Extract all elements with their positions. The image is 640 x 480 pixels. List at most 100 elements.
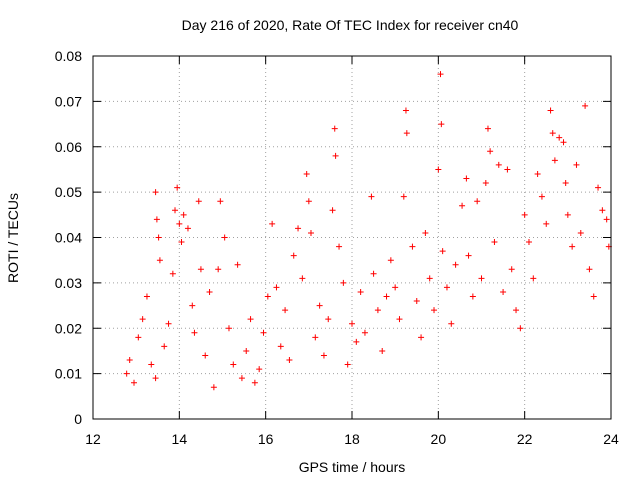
data-point <box>238 375 245 382</box>
data-point <box>387 257 394 264</box>
y-tick-label: 0.05 <box>55 184 82 200</box>
data-point <box>174 184 181 191</box>
data-point <box>573 161 580 168</box>
data-point <box>549 130 556 137</box>
data-point <box>439 248 446 255</box>
data-point <box>530 275 537 282</box>
data-point <box>504 166 511 173</box>
data-point <box>586 266 593 273</box>
data-point <box>340 279 347 286</box>
x-tick-label: 22 <box>517 431 533 447</box>
data-point <box>277 343 284 350</box>
data-point <box>234 261 241 268</box>
data-point <box>418 334 425 341</box>
x-tick-labels: 12 14 16 18 20 22 24 <box>85 431 619 447</box>
data-point <box>273 284 280 291</box>
data-point <box>247 316 254 323</box>
data-point <box>215 266 222 273</box>
data-point <box>299 275 306 282</box>
data-point <box>556 134 563 141</box>
data-point <box>422 229 429 236</box>
data-point <box>126 357 133 364</box>
data-point <box>282 307 289 314</box>
data-point <box>184 225 191 232</box>
y-axis-label: ROTI / TECUs <box>5 193 21 283</box>
data-point <box>251 379 258 386</box>
data-point <box>452 261 459 268</box>
data-point <box>495 161 502 168</box>
plot-border <box>92 55 612 420</box>
data-point <box>295 225 302 232</box>
x-tick-label: 24 <box>603 431 619 447</box>
data-point <box>217 198 224 205</box>
data-point <box>169 270 176 277</box>
data-point <box>325 316 332 323</box>
x-tick-label: 18 <box>344 431 360 447</box>
y-tick-labels: 0 0.01 0.02 0.03 0.04 0.05 0.06 0.07 0.08 <box>55 48 82 427</box>
data-point <box>336 243 343 250</box>
data-point <box>400 193 407 200</box>
data-point <box>474 198 481 205</box>
data-point <box>264 293 271 300</box>
data-point <box>392 284 399 291</box>
axis-ticks <box>92 55 612 420</box>
data-point <box>286 357 293 364</box>
data-point <box>221 234 228 241</box>
data-point <box>202 352 209 359</box>
data-point <box>459 202 466 209</box>
data-point <box>172 207 179 214</box>
data-point <box>290 252 297 259</box>
data-point <box>178 239 185 246</box>
data-point <box>543 220 550 227</box>
data-point <box>448 320 455 327</box>
x-tick-label: 12 <box>85 431 101 447</box>
data-point <box>508 266 515 273</box>
data-point <box>500 288 507 295</box>
data-point <box>438 121 445 128</box>
data-point <box>303 170 310 177</box>
data-point <box>206 288 213 295</box>
data-point <box>465 252 472 259</box>
data-point <box>368 193 375 200</box>
data-point <box>413 298 420 305</box>
data-point <box>332 152 339 159</box>
data-point <box>353 338 360 345</box>
data-point <box>431 307 438 314</box>
y-tick-label: 0.06 <box>55 139 82 155</box>
data-point <box>590 293 597 300</box>
data-point <box>513 307 520 314</box>
data-point <box>176 220 183 227</box>
data-point <box>564 211 571 218</box>
data-point <box>189 302 196 309</box>
data-point <box>463 175 470 182</box>
data-point <box>379 347 386 354</box>
data-point <box>357 288 364 295</box>
data-point <box>165 320 172 327</box>
data-point <box>562 180 569 187</box>
data-point <box>560 139 567 146</box>
data-point <box>534 170 541 177</box>
data-point <box>603 216 610 223</box>
data-point <box>155 234 162 241</box>
data-point <box>443 284 450 291</box>
y-tick-label: 0.02 <box>55 320 82 336</box>
data-point <box>152 189 159 196</box>
data-point <box>521 211 528 218</box>
data-point <box>331 125 338 132</box>
data-point <box>148 361 155 368</box>
data-point <box>426 275 433 282</box>
data-point <box>256 366 263 373</box>
data-point <box>551 157 558 164</box>
x-tick-label: 14 <box>172 431 188 447</box>
data-point <box>307 229 314 236</box>
data-point <box>547 107 554 114</box>
data-point <box>123 370 130 377</box>
data-point <box>487 148 494 155</box>
data-point <box>437 71 444 78</box>
data-point <box>383 293 390 300</box>
data-point <box>269 220 276 227</box>
data-point <box>402 107 409 114</box>
data-point <box>396 316 403 323</box>
data-point <box>374 307 381 314</box>
